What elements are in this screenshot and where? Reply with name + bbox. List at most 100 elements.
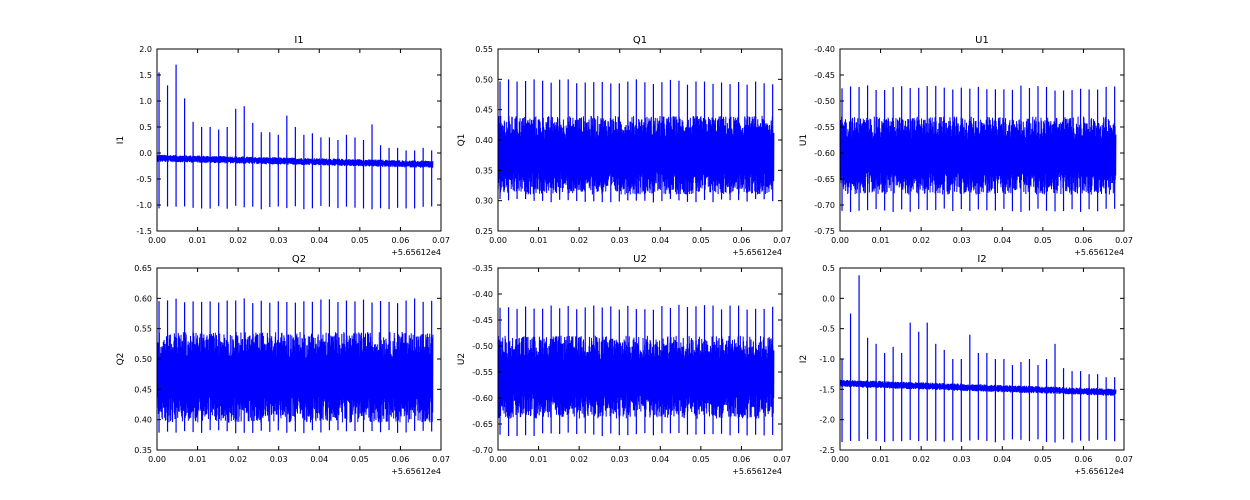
y-tick-label: -0.70 bbox=[814, 201, 835, 210]
x-tick-label: 0.02 bbox=[570, 236, 588, 245]
subplot-i1: I1 I1 0.00 0.01 0.02 0.03 0.04 0.05 0.06 0.07 -1.5… bbox=[116, 35, 450, 257]
x-tick-label: 0.06 bbox=[733, 455, 751, 464]
x-tick-label: 0.07 bbox=[1115, 455, 1133, 464]
x-tick-label: 0.02 bbox=[912, 236, 930, 245]
x-tick-label: 0.04 bbox=[651, 236, 669, 245]
y-tick-label: -0.65 bbox=[472, 420, 493, 429]
y-tick-label: 0.0 bbox=[139, 149, 152, 158]
x-offset-label: +5.65612e4 bbox=[391, 248, 441, 257]
spike-group bbox=[499, 304, 774, 437]
spike-group bbox=[499, 79, 774, 203]
y-tick-label: -0.45 bbox=[472, 316, 493, 325]
subplot-title: U1 bbox=[975, 35, 989, 46]
x-offset-label: +5.65612e4 bbox=[391, 467, 441, 476]
y-tick-label: -0.35 bbox=[472, 264, 493, 273]
y-tick-label: -1.5 bbox=[819, 385, 835, 394]
x-tick-label: 0.02 bbox=[570, 455, 588, 464]
y-tick-label: 1.0 bbox=[139, 97, 152, 106]
y-tick-label: -0.55 bbox=[814, 123, 835, 132]
x-tick-label: 0.03 bbox=[270, 455, 288, 464]
x-tick-label: 0.06 bbox=[733, 236, 751, 245]
y-tick-label: 0.35 bbox=[475, 166, 493, 175]
subplot-title: Q1 bbox=[633, 35, 647, 46]
y-tick-label: 2.0 bbox=[139, 45, 152, 54]
x-tick-label: 0.05 bbox=[692, 236, 710, 245]
x-tick-label: 0.07 bbox=[773, 455, 791, 464]
x-tick-label: 0.04 bbox=[993, 455, 1011, 464]
y-tick-label: 0.35 bbox=[134, 446, 152, 455]
x-tick-label: 0.07 bbox=[773, 236, 791, 245]
y-tick-label: -0.40 bbox=[814, 45, 835, 54]
y-tick-label: 0.45 bbox=[134, 385, 152, 394]
x-tick-label: 0.00 bbox=[831, 236, 849, 245]
y-tick-label: -1.0 bbox=[136, 201, 152, 210]
spike-group bbox=[841, 275, 1116, 443]
y-tick-label: -0.65 bbox=[814, 175, 835, 184]
x-tick-label: 0.00 bbox=[148, 236, 166, 245]
subplot-u1: U1 U1 0.00 0.01 0.02 0.03 0.04 0.05 0.06 0.07 -0.7… bbox=[799, 35, 1133, 257]
spike-group bbox=[841, 85, 1116, 213]
subplot-title: I2 bbox=[977, 254, 986, 265]
x-tick-label: 0.02 bbox=[229, 236, 247, 245]
y-tick-label: 0.55 bbox=[475, 45, 493, 54]
x-tick-label: 0.05 bbox=[1034, 236, 1052, 245]
y-tick-label: -1.0 bbox=[819, 355, 835, 364]
x-offset-label: +5.65612e4 bbox=[1074, 467, 1124, 476]
y-tick-label: 0.40 bbox=[134, 416, 152, 425]
y-tick-label: -0.55 bbox=[472, 368, 493, 377]
y-tick-label: -1.5 bbox=[136, 227, 152, 236]
x-tick-label: 0.03 bbox=[270, 236, 288, 245]
x-tick-label: 0.00 bbox=[489, 236, 507, 245]
y-axis-label: Q2 bbox=[116, 353, 126, 366]
x-tick-label: 0.06 bbox=[392, 236, 410, 245]
subplot-i2: I2 I2 0.00 0.01 0.02 0.03 0.04 0.05 0.06 0.07 -2.5… bbox=[799, 254, 1133, 476]
y-tick-label: 0.40 bbox=[475, 136, 493, 145]
y-tick-label: 0.5 bbox=[822, 264, 835, 273]
y-tick-label: -0.5 bbox=[136, 175, 152, 184]
x-tick-label: 0.00 bbox=[148, 455, 166, 464]
x-tick-label: 0.00 bbox=[831, 455, 849, 464]
y-tick-label: 0.60 bbox=[134, 294, 152, 303]
x-tick-label: 0.04 bbox=[310, 455, 328, 464]
x-tick-label: 0.01 bbox=[872, 236, 890, 245]
y-tick-label: 0.30 bbox=[475, 197, 493, 206]
x-tick-label: 0.02 bbox=[229, 455, 247, 464]
y-tick-label: 0.65 bbox=[134, 264, 152, 273]
x-tick-label: 0.04 bbox=[651, 455, 669, 464]
y-tick-label: 0.50 bbox=[475, 75, 493, 84]
y-axis-label: I2 bbox=[799, 355, 809, 363]
x-tick-label: 0.03 bbox=[953, 455, 971, 464]
x-tick-label: 0.03 bbox=[953, 236, 971, 245]
spike-group bbox=[158, 64, 433, 210]
x-tick-label: 0.04 bbox=[310, 236, 328, 245]
x-tick-label: 0.04 bbox=[993, 236, 1011, 245]
x-offset-label: +5.65612e4 bbox=[1074, 248, 1124, 257]
x-tick-label: 0.07 bbox=[432, 455, 450, 464]
y-tick-label: 1.5 bbox=[139, 71, 152, 80]
x-tick-label: 0.07 bbox=[1115, 236, 1133, 245]
y-tick-label: -0.50 bbox=[472, 342, 493, 351]
x-tick-label: 0.06 bbox=[392, 455, 410, 464]
x-tick-label: 0.01 bbox=[530, 455, 548, 464]
x-tick-label: 0.02 bbox=[912, 455, 930, 464]
y-tick-label: -0.70 bbox=[472, 446, 493, 455]
x-tick-label: 0.07 bbox=[432, 236, 450, 245]
y-tick-label: 0.0 bbox=[822, 294, 835, 303]
y-tick-label: 0.25 bbox=[475, 227, 493, 236]
x-tick-label: 0.06 bbox=[1075, 236, 1093, 245]
axes-frame bbox=[839, 48, 1125, 232]
y-axis-label: I1 bbox=[116, 136, 126, 144]
x-tick-label: 0.03 bbox=[611, 236, 629, 245]
x-tick-label: 0.01 bbox=[530, 236, 548, 245]
y-tick-label: -2.0 bbox=[819, 416, 835, 425]
y-tick-label: -0.5 bbox=[819, 325, 835, 334]
y-tick-label: -0.40 bbox=[472, 290, 493, 299]
x-tick-label: 0.03 bbox=[611, 455, 629, 464]
y-tick-label: 0.5 bbox=[139, 123, 152, 132]
x-tick-label: 0.06 bbox=[1075, 455, 1093, 464]
subplot-title: I1 bbox=[294, 35, 303, 46]
x-tick-label: 0.05 bbox=[351, 455, 369, 464]
x-tick-label: 0.01 bbox=[872, 455, 890, 464]
x-tick-label: 0.01 bbox=[189, 236, 207, 245]
